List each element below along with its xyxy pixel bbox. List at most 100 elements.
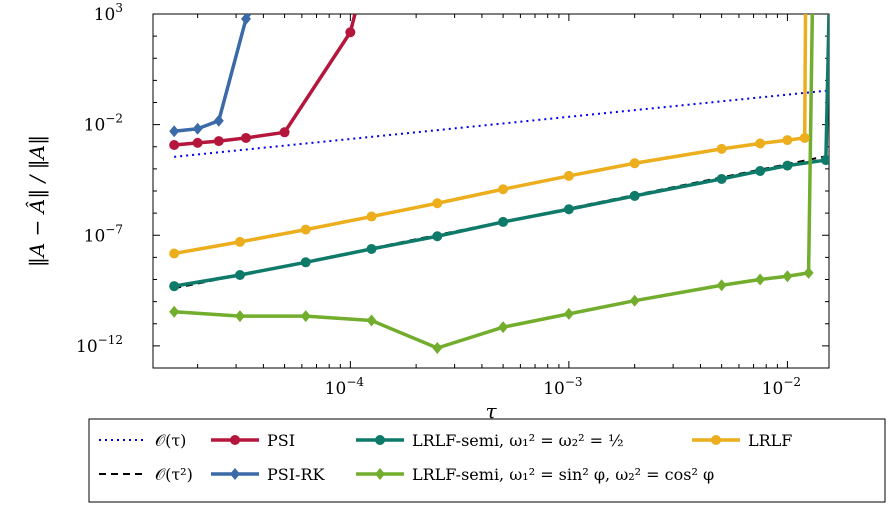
data-point (192, 122, 203, 135)
data-point (498, 321, 509, 334)
data-point (213, 136, 224, 147)
series-6 (169, 14, 810, 259)
data-point (629, 158, 640, 169)
data-point (169, 139, 180, 150)
legend-item: PSI-RK (211, 465, 326, 484)
data-point (240, 132, 251, 143)
data-point (300, 310, 311, 323)
y-tick-label-exponent: −2 (105, 112, 123, 126)
x-tick-label-exponent: −2 (783, 375, 801, 389)
data-point (169, 305, 180, 318)
y-tick-label: 10−7 (84, 222, 123, 246)
series-line (173, 14, 829, 288)
data-point (563, 170, 574, 181)
legend-box (88, 418, 886, 503)
legend-item: 𝒪(τ) (99, 431, 186, 450)
x-tick-label-exponent: −4 (346, 375, 364, 389)
legend-label: PSI (267, 431, 295, 450)
data-point (345, 27, 356, 38)
series-line (173, 14, 251, 134)
data-point (234, 236, 245, 247)
data-point (755, 166, 766, 177)
data-point (755, 138, 766, 149)
x-tick-label-base: 10 (325, 379, 347, 399)
data-point (498, 184, 509, 195)
axis-ticks (153, 13, 829, 369)
y-tick-label: 103 (94, 1, 123, 25)
legend-marker (230, 435, 240, 445)
y-tick-label-base: 10 (84, 226, 106, 246)
legend-label: 𝒪(τ²) (155, 465, 193, 484)
x-tick-label: 10−2 (762, 375, 801, 399)
data-point (366, 314, 377, 327)
legend-label: LRLF-semi, ω₁² = ω₂² = ½ (412, 431, 624, 450)
legend-marker (230, 468, 240, 480)
data-point (820, 155, 829, 166)
series-0 (174, 89, 826, 158)
y-tick-label: 10−2 (84, 112, 123, 136)
data-point (432, 342, 443, 355)
legend-marker (711, 435, 721, 445)
data-point (716, 173, 727, 184)
legend-marker (375, 468, 385, 480)
data-point (213, 114, 224, 127)
series-2 (169, 14, 357, 150)
data-point (240, 14, 251, 25)
data-point (498, 216, 509, 227)
data-point (782, 135, 793, 146)
y-tick-label-base: 10 (94, 5, 116, 25)
data-point (234, 269, 245, 280)
y-tick-label-base: 10 (84, 116, 106, 136)
y-axis-label: ‖A − Â‖ / ‖A‖ (25, 135, 50, 267)
series-line (174, 89, 826, 158)
legend-label: PSI-RK (267, 465, 326, 484)
data-point (366, 211, 377, 222)
data-point (563, 307, 574, 320)
data-point (755, 273, 766, 286)
data-point (563, 204, 574, 215)
legend-item: LRLF-semi, ω₁² = sin² φ, ω₂² = cos² φ (356, 465, 714, 484)
x-tick-label: 10−3 (543, 375, 582, 399)
legend-item: PSI (211, 431, 295, 450)
data-point (799, 132, 810, 143)
legend-item: LRLF-semi, ω₁² = ω₂² = ½ (356, 431, 624, 450)
data-point (782, 270, 793, 283)
legend-item: LRLF (692, 431, 792, 450)
series-3 (169, 14, 251, 138)
data-point (300, 257, 311, 268)
data-point (192, 137, 203, 148)
legend-item: 𝒪(τ²) (99, 465, 193, 484)
legend-label: LRLF-semi, ω₁² = sin² φ, ω₂² = cos² φ (412, 465, 714, 484)
data-point (716, 143, 727, 154)
series-line (174, 14, 357, 147)
x-axis-label: τ (485, 399, 497, 423)
data-point (629, 190, 640, 201)
data-point (803, 266, 814, 279)
x-tick-label: 10−4 (325, 375, 365, 399)
data-point (169, 248, 180, 259)
data-point (432, 231, 443, 242)
data-point (782, 160, 793, 171)
legend-marker (375, 435, 385, 445)
x-tick-label-exponent: −3 (565, 375, 583, 389)
series-4 (169, 14, 829, 292)
data-point (169, 281, 180, 292)
y-tick-label: 10−12 (76, 333, 123, 357)
legend: 𝒪(τ) PSI LRLF-semi, ω₁² = ω₂² = ½ LRLF 𝒪(τ²)… (88, 418, 886, 503)
legend-label: LRLF (748, 431, 792, 450)
x-tick-label-base: 10 (543, 379, 565, 399)
data-point (279, 127, 290, 138)
y-tick-label-exponent: −7 (105, 222, 123, 236)
x-tick-label-base: 10 (762, 379, 784, 399)
legend-label: 𝒪(τ) (155, 431, 186, 450)
data-point (234, 310, 245, 323)
data-point (366, 243, 377, 254)
y-tick-label-base: 10 (76, 337, 98, 357)
series-5 (169, 14, 815, 355)
data-point (169, 125, 180, 138)
data-point (716, 279, 727, 292)
plot-area (169, 14, 829, 355)
y-tick-label-exponent: −12 (98, 333, 123, 347)
